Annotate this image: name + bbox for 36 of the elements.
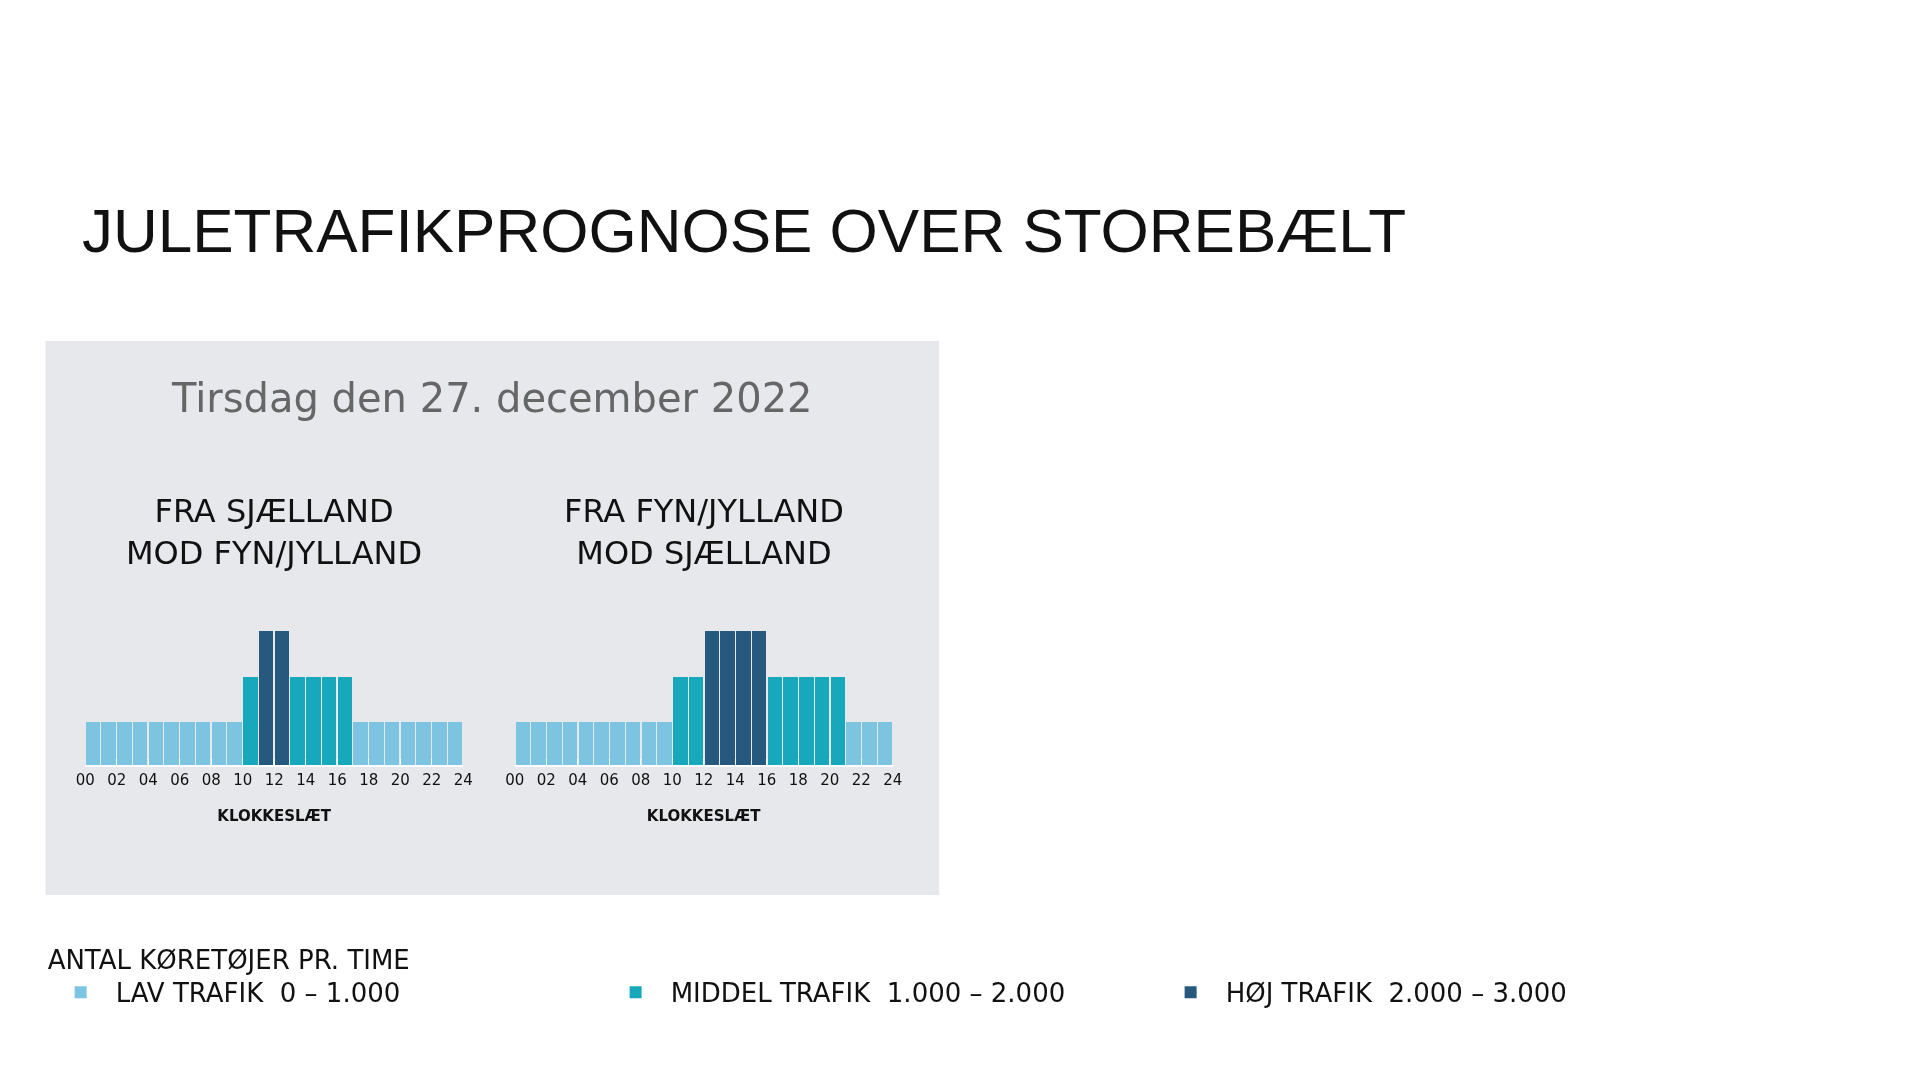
x-tick-label: 18 bbox=[788, 771, 808, 789]
x-tick-label: 00 bbox=[75, 771, 95, 789]
x-axis-title: KLOKKESLÆT bbox=[217, 806, 332, 825]
x-tick-label: 06 bbox=[599, 771, 619, 789]
x-tick-label: 08 bbox=[631, 771, 651, 789]
x-tick-label: 22 bbox=[851, 771, 871, 789]
x-tick-label: 20 bbox=[390, 771, 410, 789]
text: FRA FYN/JYLLAND MOD SJÆLLAND bbox=[564, 492, 844, 572]
x-tick-label: 02 bbox=[536, 771, 556, 789]
text: FRA SJÆLLAND MOD FYN/JYLLAND bbox=[126, 492, 423, 572]
x-tick-label: 24 bbox=[453, 771, 473, 789]
x-tick-label: 10 bbox=[233, 771, 253, 789]
x-axis-title: KLOKKESLÆT bbox=[646, 806, 762, 825]
x-tick-label: 10 bbox=[662, 771, 682, 789]
legend-label: MIDDEL TRAFIK 1.000 – 2.000 bbox=[670, 978, 1066, 1009]
x-tick-label: 22 bbox=[422, 771, 442, 789]
x-tick-label: 12 bbox=[694, 771, 714, 789]
x-tick-label: 02 bbox=[107, 771, 127, 789]
x-tick-label: 04 bbox=[568, 771, 588, 789]
x-tick-label: 18 bbox=[359, 771, 379, 789]
x-tick-label: 16 bbox=[327, 771, 347, 789]
chart-subtitle: Tirsdag den 27. december 2022 bbox=[171, 375, 813, 421]
x-tick-label: 00 bbox=[505, 771, 525, 789]
legend-label: HØJ TRAFIK 2.000 – 3.000 bbox=[1225, 978, 1567, 1009]
legend-label: LAV TRAFIK 0 – 1.000 bbox=[115, 978, 401, 1009]
x-tick-label: 06 bbox=[170, 771, 190, 789]
x-tick-label: 08 bbox=[201, 771, 221, 789]
x-tick-label: 24 bbox=[883, 771, 903, 789]
x-tick-label: 16 bbox=[757, 771, 777, 789]
x-tick-label: 14 bbox=[725, 771, 745, 789]
x-tick-label: 12 bbox=[264, 771, 284, 789]
legend-title: ANTAL KØRETØJER PR. TIME bbox=[47, 944, 410, 975]
x-tick-label: 04 bbox=[138, 771, 158, 789]
text: JULETRAFIKPROGNOSE OVER STOREBÆLT bbox=[82, 195, 1407, 265]
x-tick-label: 20 bbox=[820, 771, 840, 789]
x-tick-label: 14 bbox=[296, 771, 316, 789]
